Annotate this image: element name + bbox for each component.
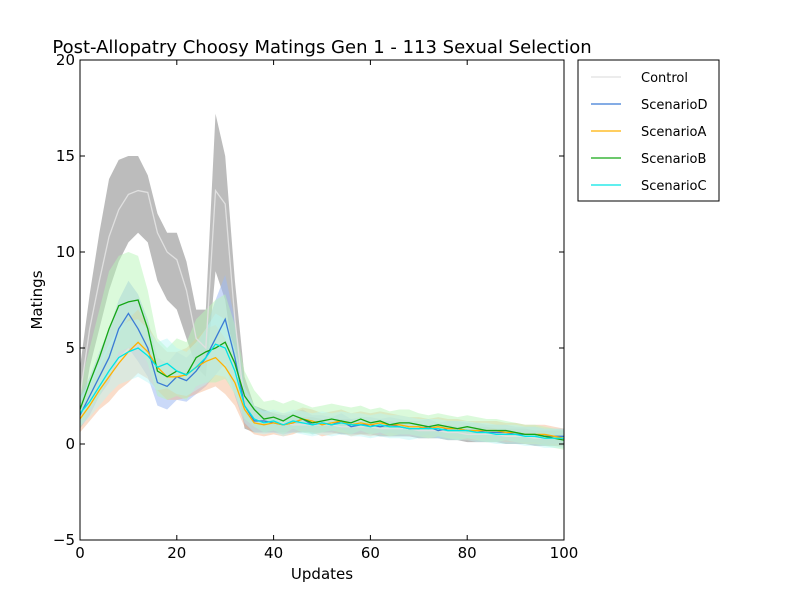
y-axis: −5 0 5 10 15 20 [53,51,564,549]
x-tick-label: 0 [75,544,85,562]
x-tick-label: 100 [550,544,579,562]
plot-frame [79,59,565,541]
legend-label-scenariob: ScenarioB [641,152,706,167]
legend-label-control: Control [641,71,688,86]
band-scenariob [80,252,564,450]
x-axis-label: Updates [291,565,353,583]
series-line-scenarioc [80,343,564,439]
legend-label-scenarioc: ScenarioC [641,179,707,194]
x-tick-label: 80 [458,544,477,562]
band-scenarioc [80,313,564,448]
y-tick-label: 20 [56,51,75,69]
x-tick-label: 60 [361,544,380,562]
y-axis-label: Matings [28,270,46,329]
series-lines [80,188,564,441]
y-tick-label: 5 [65,339,75,357]
x-axis: 0 20 40 60 80 100 [75,60,578,562]
legend-label-scenarioa: ScenarioA [641,125,707,140]
chart-title: Post-Allopatry Choosy Matings Gen 1 - 11… [52,37,591,58]
x-tick-label: 40 [264,544,283,562]
y-tick-label: 0 [65,435,75,453]
x-tick-label: 20 [167,544,186,562]
legend: Control ScenarioD ScenarioA ScenarioB Scenar… [577,59,720,202]
series-line-scenariob [80,299,564,441]
y-tick-label: −5 [53,531,75,549]
y-tick-label: 10 [56,243,75,261]
y-tick-label: 15 [56,147,75,165]
legend-label-scenariod: ScenarioD [641,98,708,113]
